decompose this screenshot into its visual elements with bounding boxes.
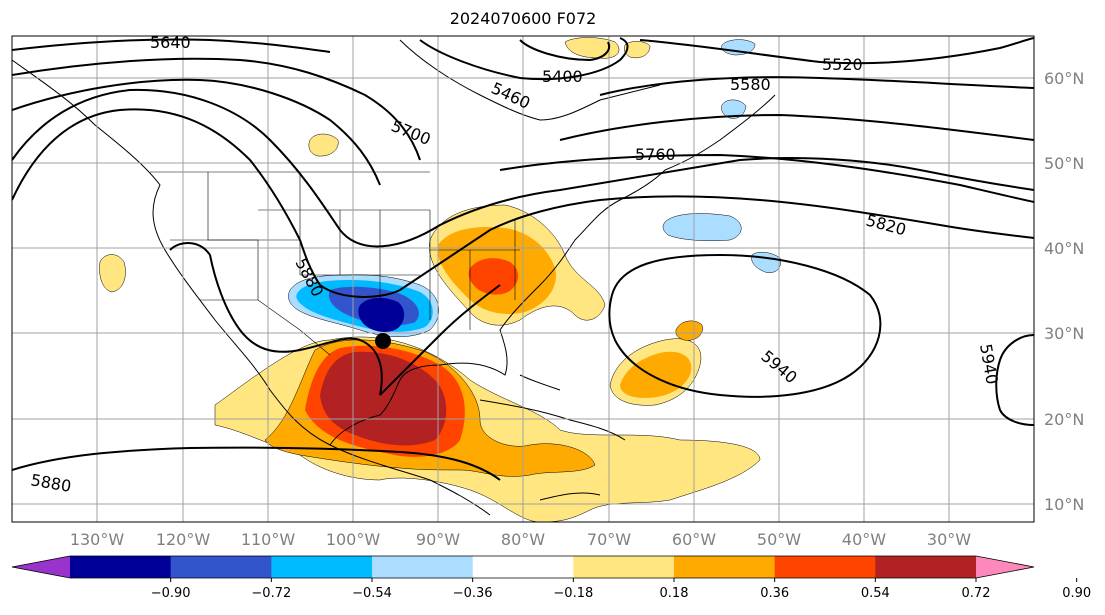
anomaly-shading [99, 37, 781, 522]
anomaly-yellow-northcanada [308, 133, 339, 157]
colorbar-segment [70, 556, 172, 578]
colorbar-segment [674, 556, 776, 578]
colorbar-segment [372, 556, 474, 578]
latitude-label-group: 60°N 50°N 40°N 30°N 20°N 10°N [1044, 69, 1084, 514]
political-borders [150, 171, 520, 356]
height-contours [12, 37, 1034, 481]
contour-label: 5760 [635, 145, 676, 164]
colorbar-extend-high [976, 556, 1034, 578]
colorbar-tick-label: −0.90 [151, 586, 191, 601]
colorbar-segment [875, 556, 977, 578]
longitude-label: 110°W [241, 530, 296, 549]
latitude-label: 40°N [1044, 239, 1084, 258]
longitude-label: 90°W [416, 530, 460, 549]
anomaly-yellow-greenland2 [623, 41, 651, 59]
map-title: 2024070600 F072 [449, 9, 597, 28]
longitude-label: 30°W [927, 530, 971, 549]
colorbar-segment [271, 556, 373, 578]
anomaly-atlantic-orange [620, 351, 692, 398]
colorbar-tick-label: 0.72 [962, 586, 991, 601]
contour-label: 5580 [730, 75, 771, 94]
anomaly-lightblue-atlantic [662, 213, 742, 242]
longitude-label: 120°W [156, 530, 211, 549]
colorbar-tick-label: −0.72 [251, 586, 291, 601]
longitude-label: 100°W [326, 530, 381, 549]
anomaly-yellow-mexicopacific [99, 254, 126, 293]
anomaly-eastus-red [468, 258, 519, 295]
anomaly-darkred-gulf [320, 351, 447, 446]
anomaly-navy-texas [358, 297, 405, 333]
map-area [12, 36, 1034, 522]
colorbar-outline [11, 555, 1035, 579]
longitude-label: 70°W [587, 530, 631, 549]
colorbar-segment [472, 556, 574, 578]
map-frame [11, 35, 1035, 523]
longitude-label: 60°W [672, 530, 716, 549]
colorbar-tick-label: 0.90 [1062, 586, 1091, 601]
contour-label: 5640 [150, 33, 191, 52]
colorbar: −0.90 −0.72 −0.54 −0.36 −0.18 0.18 0.36 0.54 0.7… [11, 555, 1091, 601]
colorbar-segment [170, 556, 272, 578]
latitude-label: 60°N [1044, 69, 1084, 88]
coastlines [12, 39, 776, 516]
colorbar-tick-label: −0.18 [553, 586, 593, 601]
colorbar-segment [774, 556, 876, 578]
contour-label: 5400 [542, 67, 583, 86]
latitude-label: 20°N [1044, 410, 1084, 429]
longitude-label: 80°W [501, 530, 545, 549]
colorbar-tick-label: −0.54 [352, 586, 392, 601]
colorbar-tick-label: 0.18 [660, 586, 689, 601]
colorbar-extend-low [12, 556, 70, 578]
colorbar-segment [573, 556, 675, 578]
latitude-label: 30°N [1044, 324, 1084, 343]
longitude-label: 130°W [70, 530, 125, 549]
colorbar-tick-label: 0.54 [861, 586, 890, 601]
contour-label: 5520 [822, 55, 863, 74]
latitude-label: 50°N [1044, 154, 1084, 173]
longitude-label-group: 130°W 120°W 110°W 100°W 90°W 80°W 70°W 6… [70, 530, 971, 549]
anomaly-atlantic-orange-small [675, 320, 703, 341]
colorbar-tick-label: −0.36 [453, 586, 493, 601]
longitude-label: 50°W [757, 530, 801, 549]
longitude-label: 40°W [842, 530, 886, 549]
storm-marker [375, 333, 391, 349]
colorbar-tick-label: 0.36 [760, 586, 789, 601]
latitude-label: 10°N [1044, 495, 1084, 514]
